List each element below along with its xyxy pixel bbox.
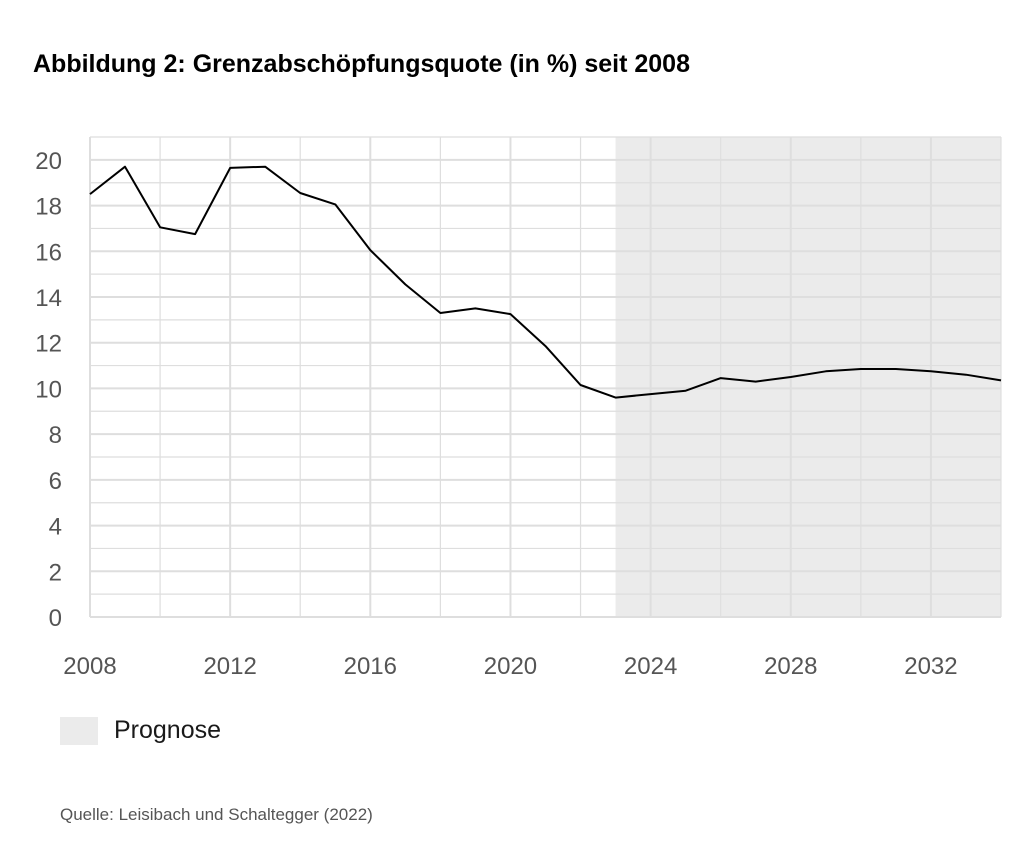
y-tick-label: 4 (49, 514, 62, 541)
y-tick-label: 12 (35, 331, 62, 358)
y-tick-label: 16 (35, 239, 62, 266)
y-tick-label: 6 (49, 468, 62, 495)
y-tick-label: 8 (49, 422, 62, 449)
x-tick-label: 2028 (764, 653, 817, 680)
y-tick-label: 18 (35, 194, 62, 221)
y-tick-label: 20 (35, 148, 62, 175)
y-tick-label: 14 (35, 285, 62, 312)
legend-label-prognose: Prognose (114, 716, 222, 744)
chart-title: Abbildung 2: Grenzabschöpfungsquote (in … (33, 50, 690, 78)
legend-swatch-prognose (60, 716, 98, 745)
y-tick-label: 2 (49, 559, 62, 586)
forecast-region (615, 137, 1001, 617)
x-tick-label: 2012 (203, 653, 256, 680)
x-tick-label: 2020 (484, 653, 537, 680)
line-chart: 0 2 4 6 8 10 12 14 16 18 20 2008 2012 2016 2020 2024 202… (35, 136, 1002, 680)
x-tick-label: 2008 (63, 653, 116, 680)
source-note: Quelle: Leisibach und Schaltegger (2022) (60, 805, 373, 824)
x-tick-label: 2016 (344, 653, 397, 680)
x-tick-label: 2032 (904, 653, 957, 680)
legend: Prognose (60, 716, 221, 745)
series-line (89, 165, 1002, 399)
x-tick-label: 2024 (624, 653, 677, 680)
y-tick-label: 0 (49, 605, 62, 632)
y-tick-label: 10 (35, 376, 62, 403)
